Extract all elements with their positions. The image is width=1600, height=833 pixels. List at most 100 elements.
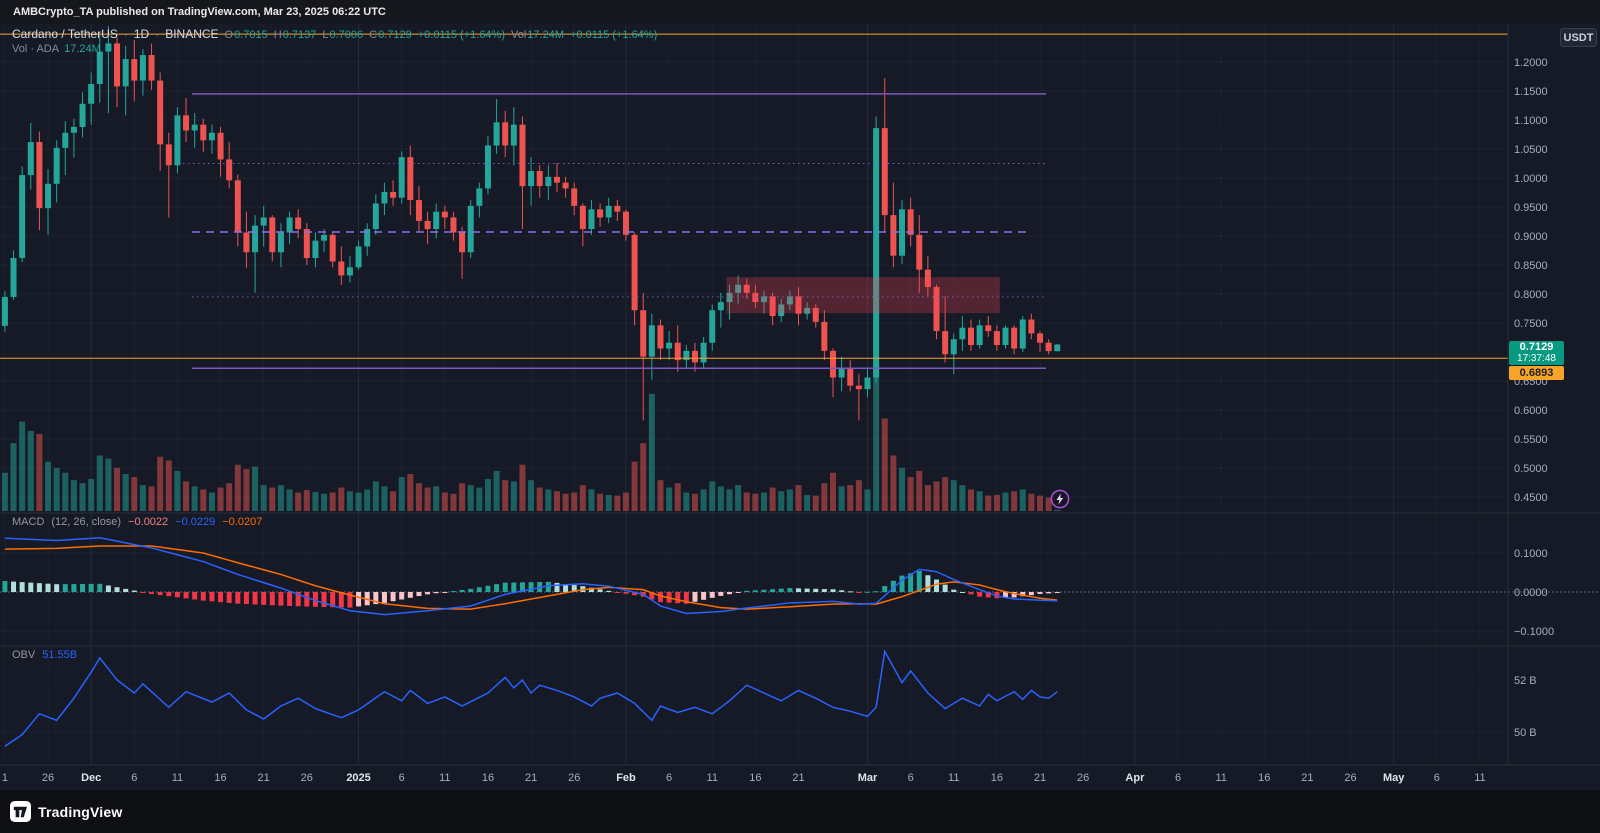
macd-histogram-bar xyxy=(908,573,914,592)
candle-body xyxy=(933,287,940,332)
macd-histogram-bar xyxy=(571,585,577,592)
volume-bar xyxy=(484,478,491,511)
macd-histogram-bar xyxy=(977,592,983,597)
time-tick-label: Mar xyxy=(858,772,878,784)
time-tick-label: Apr xyxy=(1125,772,1145,784)
macd-histogram-bar xyxy=(235,592,241,604)
macd-histogram-bar xyxy=(821,589,827,592)
candle-body xyxy=(778,304,785,317)
volume-bar xyxy=(666,487,673,511)
candle-body xyxy=(735,284,742,293)
macd-histogram-bar xyxy=(304,592,310,607)
macd-histogram-bar xyxy=(200,592,206,601)
macd-histogram-bar xyxy=(381,592,387,603)
macd-histogram-bar xyxy=(502,582,508,592)
volume-bar xyxy=(968,489,975,511)
candle-body xyxy=(114,43,121,87)
volume-bar xyxy=(114,467,121,511)
volume-bar xyxy=(450,493,457,511)
candle-body xyxy=(105,43,112,52)
candle-body xyxy=(433,211,440,230)
macd-histogram-bar xyxy=(726,592,732,595)
candle-body xyxy=(139,55,146,81)
volume-bar xyxy=(355,492,362,511)
volume-bar xyxy=(657,480,664,511)
timeframe[interactable]: 1D xyxy=(133,27,150,41)
tradingview-logo-icon[interactable] xyxy=(10,801,31,822)
volume-bar xyxy=(916,470,923,511)
macd-histogram-bar xyxy=(97,583,103,592)
macd-histogram-bar xyxy=(830,589,836,592)
macd-histogram-bar xyxy=(856,592,862,593)
volume-bar xyxy=(1019,489,1026,511)
macd-histogram-bar xyxy=(278,592,284,606)
macd-histogram-bar xyxy=(951,589,957,592)
candle-body xyxy=(571,188,578,206)
macd-histogram-bar xyxy=(494,584,500,592)
volume-bar xyxy=(338,487,345,511)
time-tick-label: 6 xyxy=(399,772,405,784)
macd-histogram-bar xyxy=(890,580,896,592)
time-tick-label: 11 xyxy=(439,772,450,784)
obv-tick-label: 50 B xyxy=(1514,727,1537,739)
macd-histogram-bar xyxy=(632,592,638,596)
macd-histogram-bar xyxy=(459,589,465,592)
macd-histogram-bar xyxy=(554,582,560,592)
candle-body xyxy=(88,84,95,104)
volume-bar xyxy=(545,489,552,511)
volume-bar xyxy=(1002,492,1009,511)
macd-histogram-bar xyxy=(261,592,267,605)
price-tick-label: 0.5500 xyxy=(1514,434,1548,446)
volume-bar xyxy=(519,464,526,511)
macd-histogram-bar xyxy=(959,592,965,593)
candle-body xyxy=(890,215,897,256)
candle-body xyxy=(381,191,388,204)
volume-bar xyxy=(804,494,811,511)
candle-body xyxy=(467,205,474,253)
candle-body xyxy=(752,292,759,303)
price-tick-label: 0.5000 xyxy=(1514,463,1548,475)
macd-histogram-bar xyxy=(606,590,612,592)
candle-body xyxy=(208,132,215,141)
chart-canvas[interactable]: 1.2000 1.1500 1.1000 1.0500 1.0000 0.9500 0.90… xyxy=(0,24,1600,790)
lightning-icon[interactable] xyxy=(1050,489,1070,509)
candle-body xyxy=(484,145,491,189)
macd-histogram-bar xyxy=(770,589,776,592)
volume-bar xyxy=(976,491,983,511)
candle-body xyxy=(873,128,880,378)
macd-histogram-bar xyxy=(399,592,405,600)
volume-bar xyxy=(96,455,103,511)
volume-bar xyxy=(191,486,198,511)
symbol-title[interactable]: Cardano / TetherUS xyxy=(12,27,118,41)
obv-line xyxy=(4,649,1058,747)
time-tick-label: Dec xyxy=(81,772,101,784)
candle-body xyxy=(726,292,733,303)
candle-body xyxy=(286,217,293,233)
candle-body xyxy=(597,209,604,218)
candle-body xyxy=(53,147,60,184)
macd-histogram-bar xyxy=(1020,592,1026,597)
volume-bar xyxy=(19,421,26,511)
time-tick-label: 26 xyxy=(1344,772,1356,784)
currency-toggle-button[interactable]: USDT xyxy=(1560,28,1597,47)
time-tick-label: 2025 xyxy=(346,772,370,784)
candle-body xyxy=(553,176,560,183)
chart-area[interactable]: 1.2000 1.1500 1.1000 1.0500 1.0000 0.9500 0.90… xyxy=(0,24,1600,790)
volume-bar xyxy=(985,495,992,511)
candle-body xyxy=(217,132,224,160)
candle-body xyxy=(968,327,975,346)
macd-histogram-bar xyxy=(45,583,51,592)
macd-histogram-bar xyxy=(744,590,750,592)
volume-bar xyxy=(571,492,578,511)
volume-bar xyxy=(157,456,164,511)
volume-bar xyxy=(769,487,776,511)
tradingview-wordmark[interactable]: TradingView xyxy=(38,803,123,820)
candle-body xyxy=(864,377,871,390)
volume-bar xyxy=(528,480,535,511)
candle-body xyxy=(355,246,362,268)
macd-histogram-bar xyxy=(71,584,77,592)
change-value: +0.0115 (+1.64%) xyxy=(417,29,505,41)
candle-body xyxy=(985,325,992,332)
obv-value: 51.55B xyxy=(42,649,78,661)
macd-histogram-bar xyxy=(269,592,275,606)
